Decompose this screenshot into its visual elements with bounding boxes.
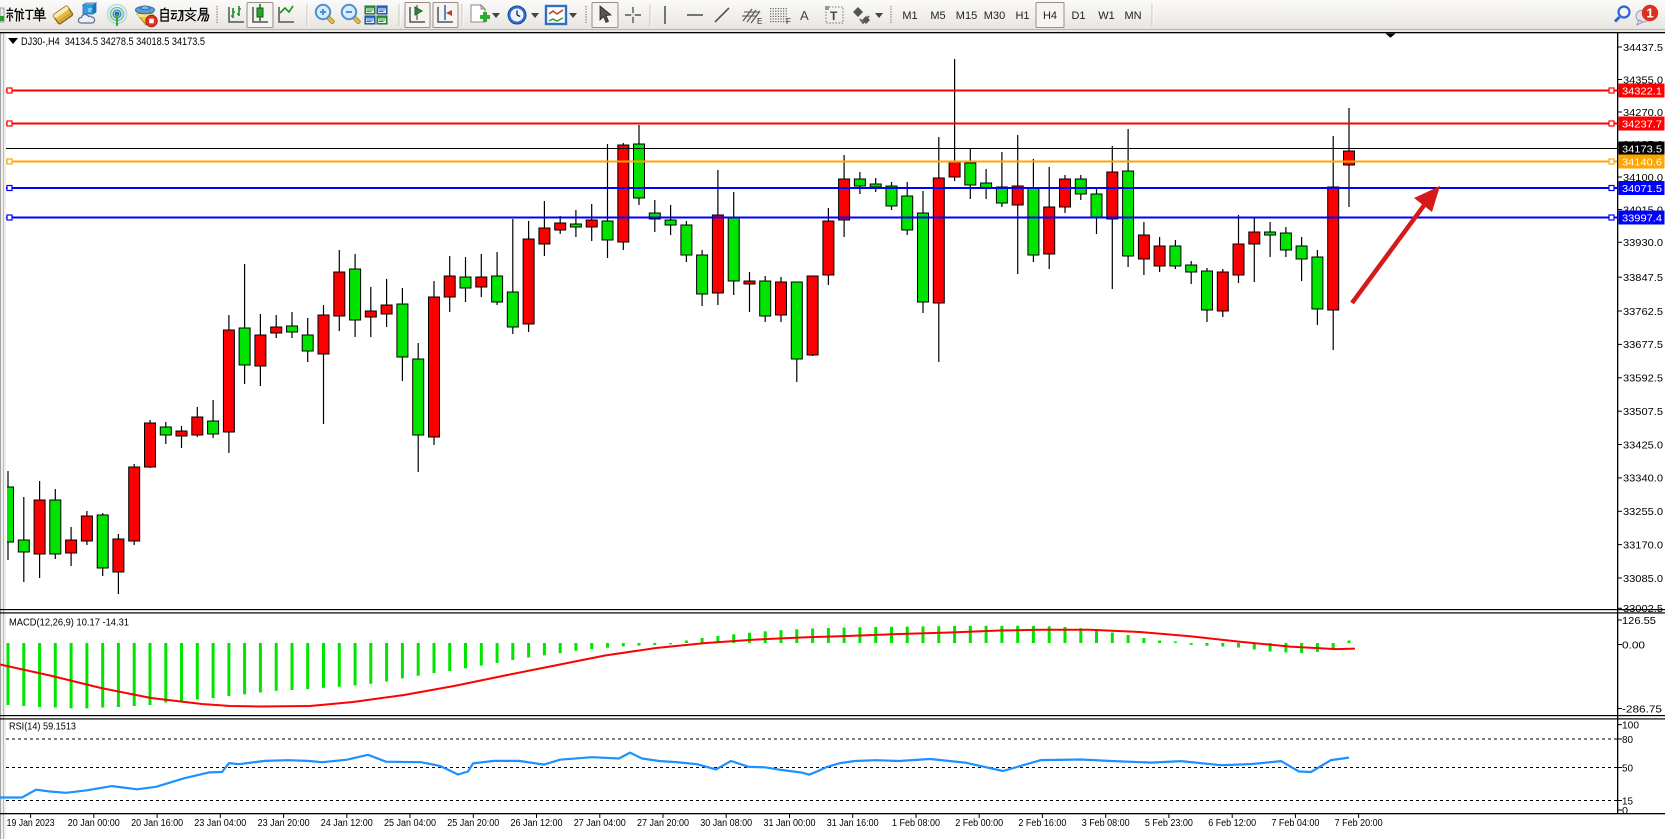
svg-text:34237.7: 34237.7 bbox=[1622, 119, 1662, 131]
svg-text:2 Feb 16:00: 2 Feb 16:00 bbox=[1018, 818, 1066, 829]
svg-text:31 Jan 00:00: 31 Jan 00:00 bbox=[764, 818, 816, 829]
svg-text:33425.0: 33425.0 bbox=[1623, 439, 1663, 451]
svg-text:34173.5: 34173.5 bbox=[1622, 144, 1662, 156]
svg-text:0: 0 bbox=[1622, 805, 1628, 817]
svg-text:27 Jan 20:00: 27 Jan 20:00 bbox=[637, 818, 689, 829]
svg-text:15: 15 bbox=[1622, 795, 1633, 807]
svg-text:F: F bbox=[786, 17, 791, 26]
svg-text:20 Jan 16:00: 20 Jan 16:00 bbox=[131, 818, 183, 829]
svg-text:33255.0: 33255.0 bbox=[1623, 506, 1663, 518]
svg-text:RSI(14) 59.1513: RSI(14) 59.1513 bbox=[9, 721, 76, 733]
svg-text:23 Jan 20:00: 23 Jan 20:00 bbox=[258, 818, 310, 829]
svg-text:34100.0: 34100.0 bbox=[1623, 172, 1663, 184]
svg-text:2 Feb 00:00: 2 Feb 00:00 bbox=[955, 818, 1003, 829]
svg-text:24 Jan 12:00: 24 Jan 12:00 bbox=[321, 818, 373, 829]
svg-text:1: 1 bbox=[1646, 6, 1653, 21]
svg-text:34437.5: 34437.5 bbox=[1623, 42, 1663, 54]
svg-text:3 Feb 08:00: 3 Feb 08:00 bbox=[1082, 818, 1130, 829]
svg-text:MN: MN bbox=[1124, 10, 1141, 22]
svg-text:33762.5: 33762.5 bbox=[1623, 306, 1663, 318]
svg-text:19 Jan 2023: 19 Jan 2023 bbox=[7, 818, 55, 829]
svg-text:80: 80 bbox=[1622, 734, 1633, 746]
svg-text:34140.6: 34140.6 bbox=[1622, 157, 1662, 169]
svg-text:100: 100 bbox=[1622, 719, 1639, 731]
svg-text:7 Feb 04:00: 7 Feb 04:00 bbox=[1271, 818, 1319, 829]
svg-text:25 Jan 20:00: 25 Jan 20:00 bbox=[447, 818, 499, 829]
svg-text:27 Jan 04:00: 27 Jan 04:00 bbox=[574, 818, 626, 829]
svg-text:34355.0: 34355.0 bbox=[1623, 74, 1663, 86]
svg-text:126.55: 126.55 bbox=[1622, 615, 1656, 627]
svg-text:M30: M30 bbox=[984, 10, 1005, 22]
svg-text:DJ30-,H4 34134.5 34278.5 3401: DJ30-,H4 34134.5 34278.5 34018.5 34173.5 bbox=[21, 36, 205, 48]
svg-text:A: A bbox=[800, 8, 809, 23]
svg-text:M5: M5 bbox=[930, 10, 945, 22]
svg-text:33170.0: 33170.0 bbox=[1623, 539, 1663, 551]
svg-text:M1: M1 bbox=[902, 10, 917, 22]
svg-text:33997.4: 33997.4 bbox=[1622, 213, 1662, 225]
svg-text:5 Feb 23:00: 5 Feb 23:00 bbox=[1145, 818, 1193, 829]
svg-text:33085.0: 33085.0 bbox=[1623, 573, 1663, 585]
svg-text:34270.0: 34270.0 bbox=[1623, 107, 1663, 119]
svg-text:M15: M15 bbox=[956, 10, 977, 22]
svg-text:33507.5: 33507.5 bbox=[1623, 406, 1663, 418]
svg-text:H1: H1 bbox=[1015, 10, 1029, 22]
svg-text:E: E bbox=[757, 17, 762, 26]
svg-text:7 Feb 20:00: 7 Feb 20:00 bbox=[1335, 818, 1383, 829]
svg-text:-286.75: -286.75 bbox=[1622, 703, 1662, 715]
svg-text:W1: W1 bbox=[1098, 10, 1115, 22]
svg-text:1 Feb 08:00: 1 Feb 08:00 bbox=[892, 818, 940, 829]
svg-text:33340.0: 33340.0 bbox=[1623, 473, 1663, 485]
svg-text:33847.5: 33847.5 bbox=[1623, 272, 1663, 284]
svg-text:25 Jan 04:00: 25 Jan 04:00 bbox=[384, 818, 436, 829]
svg-text:34322.1: 34322.1 bbox=[1622, 86, 1662, 98]
svg-text:H4: H4 bbox=[1043, 10, 1057, 22]
svg-text:0.00: 0.00 bbox=[1622, 639, 1645, 651]
svg-text:23 Jan 04:00: 23 Jan 04:00 bbox=[194, 818, 246, 829]
svg-text:30 Jan 08:00: 30 Jan 08:00 bbox=[700, 818, 752, 829]
svg-text:33677.5: 33677.5 bbox=[1623, 339, 1663, 351]
svg-text:20 Jan 00:00: 20 Jan 00:00 bbox=[68, 818, 120, 829]
svg-text:MACD(12,26,9) 10.17 -14.31: MACD(12,26,9) 10.17 -14.31 bbox=[9, 617, 129, 629]
svg-text:D1: D1 bbox=[1071, 10, 1085, 22]
svg-text:50: 50 bbox=[1622, 762, 1633, 774]
svg-text:34071.5: 34071.5 bbox=[1622, 183, 1662, 195]
svg-text:33592.5: 33592.5 bbox=[1623, 373, 1663, 385]
svg-text:T: T bbox=[830, 9, 838, 23]
svg-text:31 Jan 16:00: 31 Jan 16:00 bbox=[827, 818, 879, 829]
svg-text:26 Jan 12:00: 26 Jan 12:00 bbox=[511, 818, 563, 829]
svg-text:6 Feb 12:00: 6 Feb 12:00 bbox=[1208, 818, 1256, 829]
svg-text:33930.0: 33930.0 bbox=[1623, 237, 1663, 249]
